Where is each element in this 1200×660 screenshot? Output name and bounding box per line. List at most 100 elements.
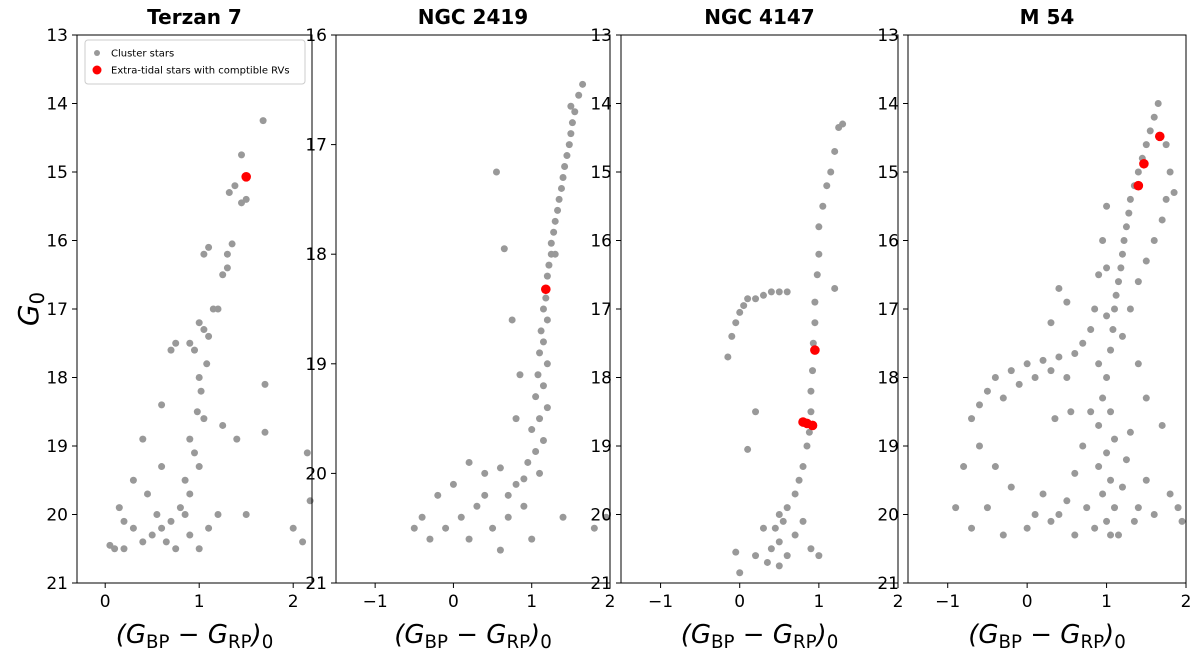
star-point [555,195,563,203]
star-point [831,284,839,292]
y-tick-label: 13 [46,26,68,46]
star-point [238,199,245,207]
star-point [567,102,575,110]
y-tick-label: 21 [590,574,612,594]
star-point [139,435,147,443]
star-point [563,152,571,160]
star-point [195,319,203,327]
subscript: RP [793,632,817,653]
star-point [225,189,233,197]
star-point [200,415,208,423]
star-point [602,513,610,521]
axis-label: (GBP − GRP)0 [968,620,1126,653]
x-tick-label: 1 [194,592,205,612]
star-point [575,91,583,99]
star-point [1103,517,1111,525]
star-point [539,437,547,445]
y-tick-label: 18 [590,369,612,389]
star-point [238,151,245,159]
star-point [1166,490,1174,498]
legend-marker [94,50,100,56]
star-point [1134,168,1142,176]
star-point [744,445,752,453]
y-tick-label: 20 [590,506,612,526]
star-point [775,562,783,570]
y-tick-label: 16 [590,232,612,252]
star-point [299,538,307,546]
star-point [539,305,547,313]
star-point [1047,367,1055,375]
star-point [191,449,198,457]
star-point [551,217,559,225]
star-point [1150,113,1158,121]
star-point [1118,483,1126,491]
star-point [115,504,123,512]
star-point [1107,346,1115,354]
star-point [223,264,231,272]
star-point [1142,476,1150,484]
star-point [528,426,536,434]
star-point [1079,442,1087,450]
star-point [1142,257,1150,265]
star-point [999,531,1007,539]
x-tick-label: 1 [526,592,537,612]
star-point [241,171,251,182]
legend-marker [92,65,102,75]
star-point [158,524,166,532]
star-point [1007,367,1015,375]
star-point [426,535,434,543]
x-tick-label: −1 [363,592,388,612]
star-point [542,294,550,302]
y-tick-label: 17 [46,300,68,320]
star-point [231,182,239,190]
star-point [811,319,819,327]
panel-title: NGC 4147 [704,5,814,29]
y-tick-label: 13 [877,26,899,46]
star-point [1125,209,1133,217]
star-point [724,353,732,361]
star-point [528,535,536,543]
star-point [752,295,760,303]
star-point [233,435,241,443]
plot-frame [76,34,313,584]
star-point [1023,360,1031,368]
plot-frame [335,34,611,584]
star-point [1039,356,1047,364]
label-part: − G [734,620,792,650]
star-point [775,511,783,518]
label-part: (G [116,620,146,650]
star-point [465,535,473,543]
star-point [1047,517,1055,525]
star-point [214,511,222,518]
axis-label: (GBP − GRP)0 [116,620,274,653]
star-point [508,316,516,324]
star-point [111,545,119,553]
star-point [1118,332,1126,340]
star-point [811,298,819,306]
star-point [496,546,504,554]
star-point [815,552,823,560]
star-point [1087,408,1095,416]
star-point [289,524,297,532]
star-point [815,223,823,231]
star-point [219,421,227,429]
star-point [1134,504,1142,512]
star-point [176,504,184,512]
star-point [120,517,128,525]
y-tick-label: 16 [877,232,899,252]
star-point [744,295,752,303]
star-point [799,517,807,525]
y-tick-label: 18 [305,245,327,265]
y-tick-label: 14 [46,95,68,115]
star-point [200,250,208,258]
y-tick-label: 19 [590,437,612,457]
star-point [129,476,137,484]
star-point [228,240,236,248]
star-point [799,463,807,471]
star-point [172,545,180,553]
star-point [1071,350,1079,358]
star-point [752,552,760,560]
star-point [1154,131,1165,142]
subscript: BP [999,632,1022,653]
star-point [795,476,803,484]
